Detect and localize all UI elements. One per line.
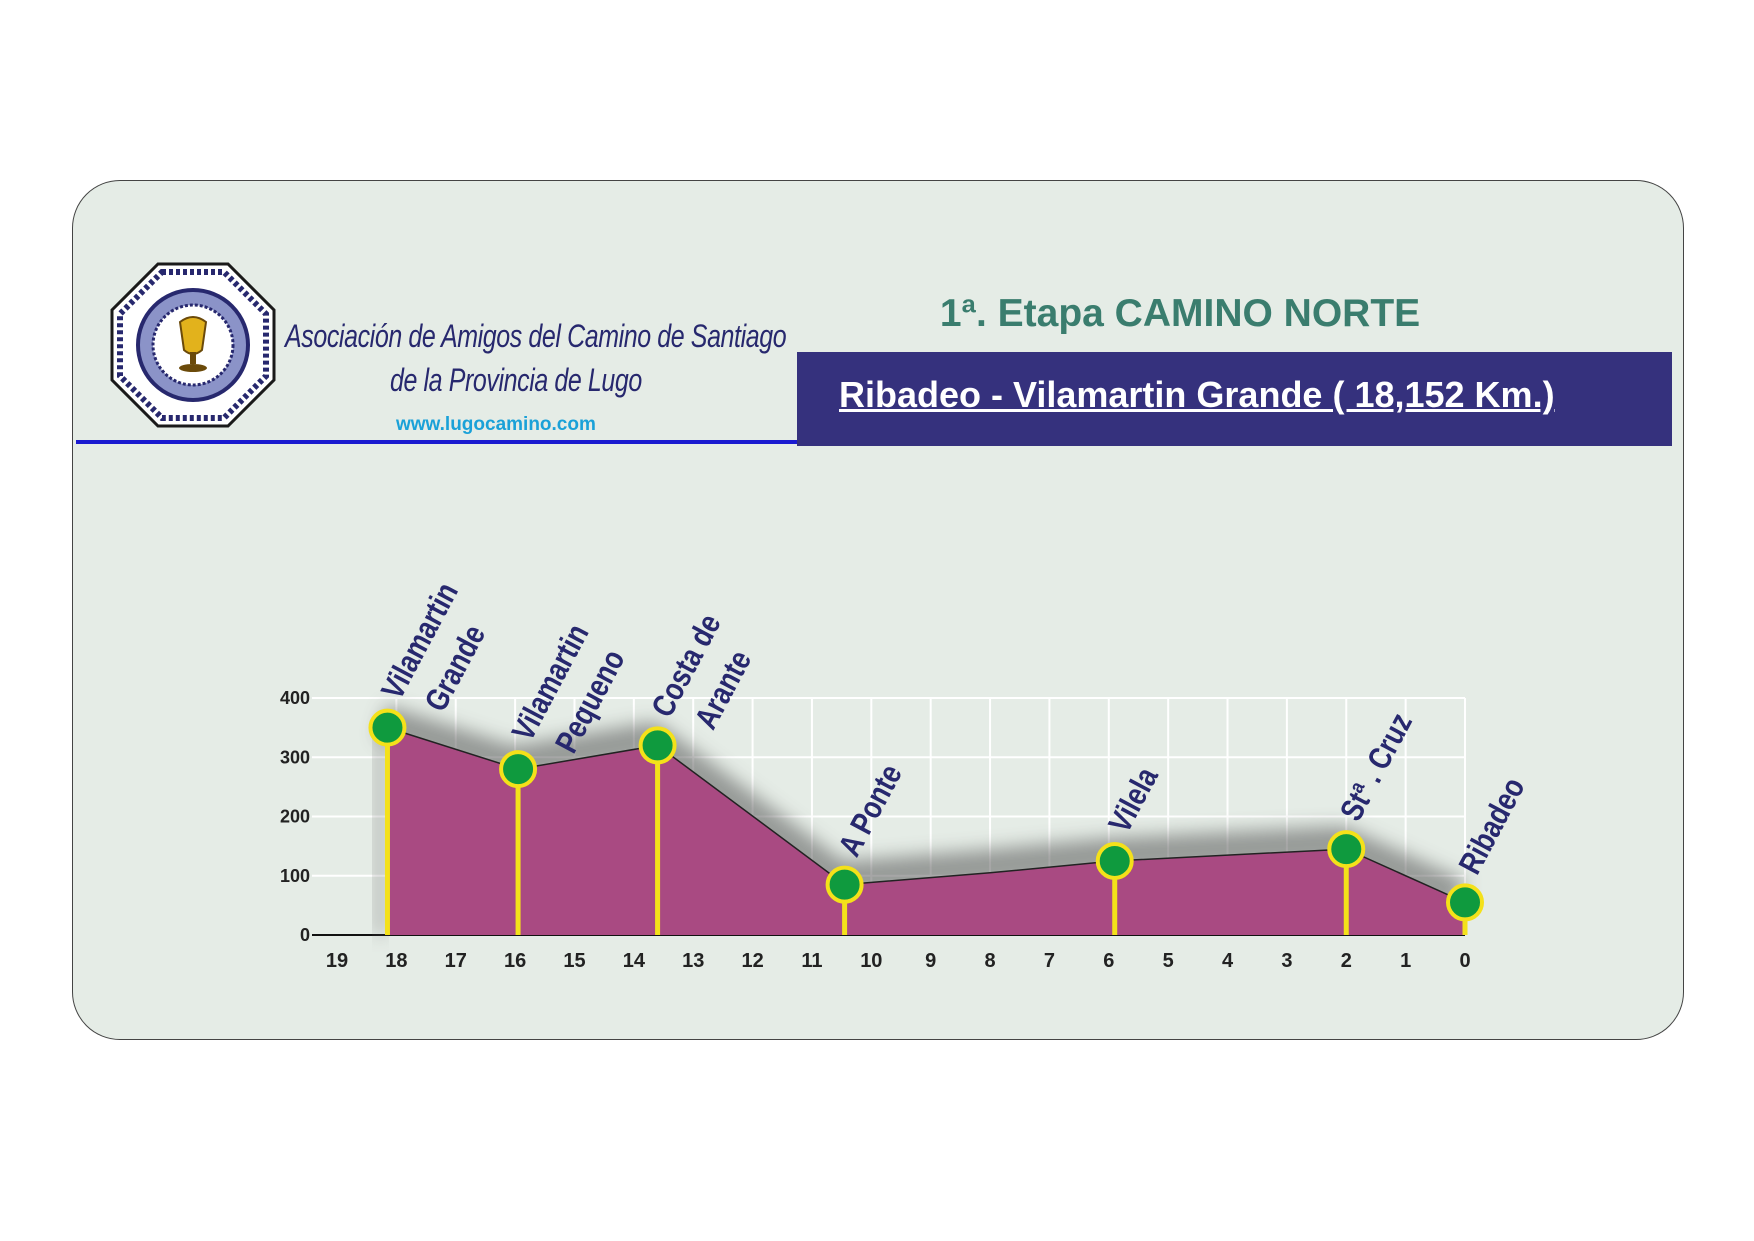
profile-shadow [373,705,1466,935]
x-tick-label: 9 [925,950,936,972]
y-tick-label: 100 [280,866,310,886]
waypoint-marker [1095,841,1134,880]
y-tick-label: 0 [300,925,310,945]
profile-side-shadow [373,727,388,935]
x-tick-label: 7 [1044,950,1055,972]
x-tick-label: 6 [1103,950,1114,972]
x-tick-label: 5 [1163,950,1174,972]
waypoint-marker [1446,883,1484,922]
x-tick-label: 17 [445,950,467,972]
x-tick-label: 13 [682,950,704,972]
waypoint-marker [1327,830,1366,869]
organization-name-line2: de la Provincia de Lugo [390,362,642,398]
profile-glow [376,705,1466,912]
x-tick-label: 3 [1281,950,1292,972]
x-tick-label: 0 [1459,950,1470,972]
marker-group [368,708,1484,922]
waypoint-marker [368,708,407,747]
route-banner: Ribadeo - Vilamartin Grande ( 18,152 Km.… [797,352,1672,446]
x-tick-label: 16 [504,950,526,972]
stage-title: 1ª. Etapa CAMINO NORTE [939,292,1421,335]
x-tick-label: 15 [563,950,585,972]
organization-name-line1: Asociación de Amigos del Camino de Santi… [285,318,787,354]
x-tick-label: 12 [741,950,763,972]
x-tick-label: 1 [1400,950,1411,972]
association-logo [110,262,276,428]
x-tick-label: 4 [1222,950,1234,972]
website-link[interactable]: www.lugocamino.com [396,414,596,435]
y-tick-label: 300 [280,747,310,767]
route-title: Ribadeo - Vilamartin Grande ( 18,152 Km.… [839,374,1555,415]
x-tick-label: 8 [984,950,995,972]
x-tick-label: 10 [860,950,882,972]
x-tick-label: 19 [326,950,348,972]
profile-outline [387,726,1466,904]
x-tick-label: 14 [623,950,646,972]
waypoint-marker [825,865,864,904]
y-tick-label: 400 [280,688,310,708]
waypoint-marker [638,726,677,765]
header-divider [76,440,798,444]
x-tick-label: 11 [801,950,822,972]
y-tick-label: 200 [280,807,310,827]
waypoint-marker [499,750,538,789]
x-tick-label: 2 [1341,950,1352,972]
x-tick-label: 18 [385,950,407,972]
